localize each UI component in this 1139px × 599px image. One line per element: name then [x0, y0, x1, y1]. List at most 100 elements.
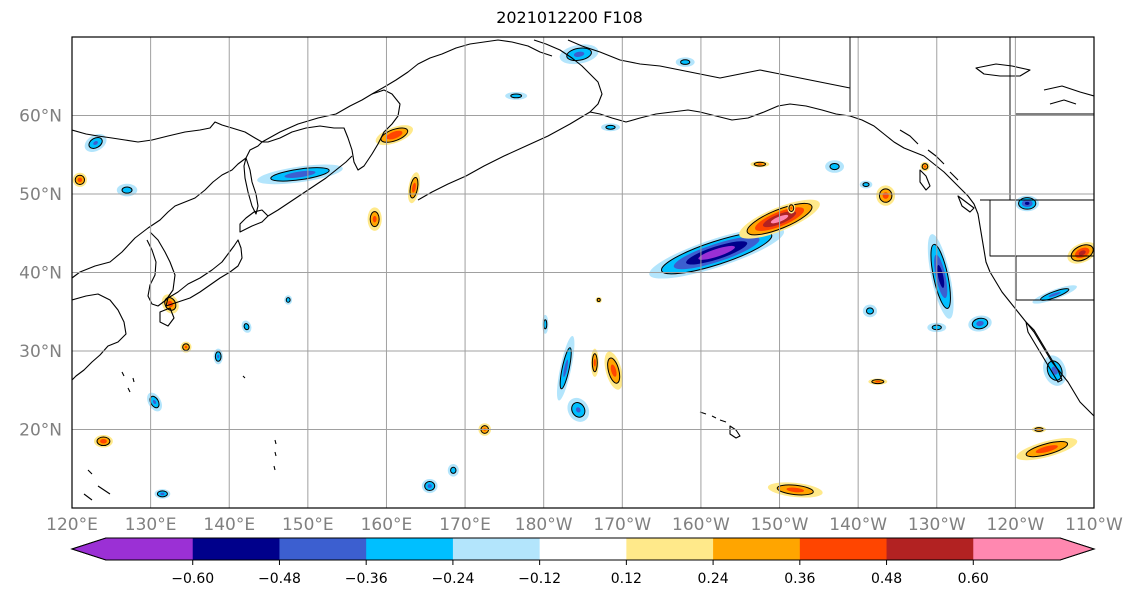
lon-tick-label: 160°W — [672, 515, 730, 535]
colorbar-swatch — [279, 538, 367, 560]
pacific-islets — [83, 371, 277, 501]
anomaly-region — [750, 161, 770, 168]
anomaly-region — [154, 489, 171, 499]
lon-tick-label: 130°W — [908, 515, 966, 535]
anomaly-region — [1032, 285, 1077, 304]
japan-honshu — [165, 239, 243, 307]
colorbar-swatch — [106, 538, 194, 560]
anomaly-band — [593, 358, 596, 367]
anomaly-band — [184, 345, 188, 349]
anomaly-band — [790, 206, 793, 210]
na-west-coast — [923, 155, 1094, 417]
colorbar-swatch — [452, 538, 541, 560]
anomaly-band — [610, 364, 617, 377]
anomaly-band — [372, 215, 377, 223]
lat-tick-label: 50°N — [19, 185, 62, 205]
korea-coast — [146, 231, 176, 307]
alaska-coastline — [533, 39, 925, 157]
anomaly-band — [93, 141, 98, 145]
vancouver-island — [957, 195, 975, 213]
aleutian-arc — [417, 111, 591, 201]
anomaly-band — [152, 400, 157, 405]
anomaly-region — [649, 227, 785, 279]
anomaly-band — [882, 192, 889, 199]
anomaly-band — [1035, 445, 1058, 454]
colorbar-label: −0.36 — [345, 571, 388, 587]
baja-california — [1025, 321, 1063, 383]
anomaly-region — [859, 180, 873, 189]
lat-tick-label: 20°N — [19, 421, 62, 441]
anomaly-region — [542, 314, 549, 334]
arctic-islands — [975, 63, 1094, 105]
anomaly-region — [876, 185, 896, 206]
lon-tick-label: 120°W — [987, 515, 1045, 535]
colorbar-label: −0.12 — [518, 571, 561, 587]
anomaly-band — [1078, 250, 1086, 256]
anomaly-band — [575, 407, 581, 413]
anomaly-band — [77, 177, 83, 183]
anomaly-band — [1051, 366, 1058, 375]
anomaly-band — [412, 182, 416, 193]
haida-gwaii — [919, 169, 931, 191]
alaska-north — [567, 39, 851, 89]
anomaly-region — [375, 125, 413, 146]
siberia-coast — [371, 39, 553, 95]
kamchatka — [261, 89, 401, 171]
anomaly-band — [698, 245, 735, 260]
anomaly-region — [72, 172, 87, 187]
anomaly-region — [367, 207, 382, 231]
map-title: 2021012200 F108 — [496, 8, 643, 27]
colorbar-swatch — [539, 538, 627, 560]
anomaly-region — [257, 164, 343, 185]
anomaly-region — [567, 397, 590, 422]
colorbar-swatch — [973, 538, 1061, 560]
anomaly-band — [862, 182, 870, 188]
asia-coastline — [72, 121, 263, 279]
anomaly-band — [160, 492, 165, 496]
anomaly-region — [590, 348, 599, 377]
anomaly-region — [407, 172, 421, 204]
anomaly-region — [920, 161, 930, 172]
anomaly-contours — [72, 44, 1094, 499]
anomaly-region — [604, 351, 623, 390]
colorbar-swatch — [192, 538, 281, 560]
lon-tick-label: 140°E — [203, 515, 255, 535]
anomaly-band — [100, 438, 107, 444]
colorbar-label: 0.12 — [611, 571, 642, 587]
anomaly-band — [757, 163, 762, 165]
coastlines — [72, 37, 1094, 501]
anomaly-band — [510, 93, 523, 99]
anomaly-region — [180, 341, 192, 353]
anomaly-band — [937, 264, 945, 288]
anomaly-region — [1043, 355, 1067, 386]
colorbar-outline — [70, 537, 1096, 561]
anomaly-band — [563, 359, 569, 378]
anomaly-band — [285, 297, 291, 303]
colorbar-label: −0.48 — [258, 571, 301, 587]
lon-tick-label: 140°W — [829, 515, 887, 535]
hawaii-islands — [699, 411, 741, 439]
colorbar-swatch — [626, 538, 714, 560]
anomaly-region — [1067, 242, 1094, 264]
anomaly-region — [447, 464, 459, 477]
anomaly-band — [976, 320, 984, 327]
lat-tick-label: 60°N — [19, 107, 62, 127]
anomaly-band — [605, 124, 616, 130]
colorbar-label: −0.24 — [431, 571, 474, 587]
anomaly-region — [595, 296, 602, 304]
lon-tick-label: 110°W — [1065, 515, 1123, 535]
map-frame — [71, 36, 1095, 509]
lon-tick-label: 180°W — [515, 515, 573, 535]
colorbar: −0.60 −0.48 −0.36 −0.24 −0.12 0.12 0.24 0.36 0.4… — [70, 537, 1096, 587]
lat-tick-label: 30°N — [19, 342, 62, 362]
china-coast — [72, 293, 127, 381]
colorbar-extend-high — [1060, 538, 1094, 560]
lon-tick-label: 160°E — [361, 515, 413, 535]
colorbar-label: 0.24 — [698, 571, 729, 587]
anomaly-region — [84, 133, 107, 152]
colorbar-swatch — [713, 538, 801, 560]
lon-tick-label: 120°E — [46, 515, 98, 535]
japan-hokkaido — [239, 209, 269, 233]
anomaly-region — [284, 295, 293, 305]
